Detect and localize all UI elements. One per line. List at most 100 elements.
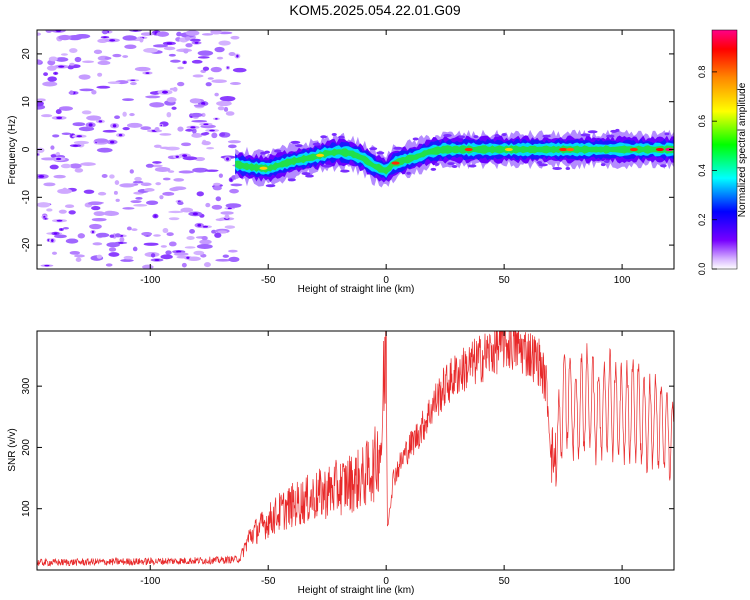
noise-blob-core [161, 90, 169, 94]
noise-blob [53, 174, 66, 179]
noise-blob [123, 255, 134, 260]
spectrogram-x-ticks: -100 -50 0 50 100 [140, 30, 631, 286]
colorbar-frame [711, 29, 738, 270]
noise-blob [171, 106, 177, 110]
trace-edge-speck [587, 130, 598, 134]
noise-blob-core [88, 123, 93, 127]
trace-edge-speck [552, 166, 563, 170]
noise-blob [168, 217, 180, 221]
noise-blob [130, 200, 142, 203]
noise-blob-core [53, 232, 58, 235]
trace-edge-speck [443, 133, 452, 137]
noise-blob-core [202, 225, 208, 228]
noise-blob [159, 133, 172, 136]
noise-blob [191, 120, 208, 123]
noise-blob-core [154, 259, 160, 261]
noise-blob [162, 228, 169, 234]
trace-edge-speck [430, 167, 437, 171]
noise-blob-core [183, 61, 186, 64]
trace-edge-speck [305, 174, 314, 178]
noise-blob [141, 231, 153, 236]
noise-blob [205, 82, 212, 87]
noise-blob [205, 202, 211, 208]
noise-blob [124, 44, 137, 49]
noise-blob [122, 98, 135, 101]
noise-blob [217, 106, 225, 111]
noise-blob [69, 62, 75, 66]
noise-blob [43, 182, 56, 187]
noise-blob [166, 232, 174, 237]
noise-blob [228, 144, 237, 149]
noise-blob [37, 202, 51, 208]
noise-blob-core [50, 238, 54, 243]
noise-blob [58, 34, 72, 41]
noise-blob-core [38, 174, 45, 178]
noise-blob [134, 176, 142, 182]
colorbar-tick-label: 0.2 [697, 213, 707, 226]
noise-blob [77, 233, 86, 239]
noise-blob [122, 111, 127, 117]
noise-blob [91, 90, 97, 95]
snr-x-tick-label: 100 [614, 576, 631, 587]
noise-blob [37, 100, 44, 107]
noise-blob [212, 185, 222, 191]
noise-blob [192, 74, 204, 78]
noise-blob [219, 132, 226, 137]
noise-blob [177, 81, 185, 87]
colorbar-gradient [712, 30, 737, 269]
noise-blob [69, 250, 81, 255]
noise-blob [81, 110, 92, 115]
noise-blob [214, 232, 222, 238]
noise-blob [108, 252, 120, 257]
noise-blob [62, 187, 68, 193]
noise-blob [166, 112, 172, 118]
trace-edge-speck [322, 164, 333, 168]
spectrogram-x-tick-label: 0 [383, 275, 389, 286]
noise-blob [68, 210, 76, 215]
noise-blob [143, 188, 155, 192]
noise-blob [189, 38, 201, 42]
trace-hot-spot [464, 147, 473, 152]
trace-edge-speck [301, 172, 311, 176]
noise-blob [104, 56, 112, 60]
noise-blob [232, 67, 247, 73]
noise-blob [122, 126, 130, 131]
trace-edge-speck [406, 171, 411, 175]
noise-blob [218, 173, 223, 178]
noise-blob [51, 251, 58, 255]
trace-edge-speck [603, 159, 610, 163]
trace-hot-spot [559, 147, 568, 152]
snr-y-tick-label: 200 [21, 439, 32, 456]
noise-blob [140, 182, 152, 187]
trace-edge-speck [536, 161, 543, 165]
noise-blob [102, 30, 108, 35]
trace-edge-speck [565, 166, 571, 170]
spectrogram-y-tick-label: 20 [21, 48, 32, 60]
noise-blob-core [197, 223, 202, 227]
noise-blob [140, 126, 152, 131]
noise-blob-core [194, 41, 199, 44]
noise-blob [132, 246, 138, 252]
colorbar: 0.0 0.2 0.4 0.6 0.8 Normalized spectral ampl… [697, 29, 748, 275]
noise-blob [162, 177, 171, 181]
noise-blob [210, 30, 222, 35]
noise-blob [49, 164, 59, 170]
noise-blob [193, 250, 205, 256]
trace-edge-speck [312, 142, 321, 146]
snr-x-tick-label: 0 [383, 576, 389, 587]
noise-blob [196, 244, 213, 250]
noise-blob [43, 72, 48, 77]
noise-blob [65, 238, 79, 244]
noise-blob [89, 223, 102, 230]
noise-blob [169, 187, 180, 192]
trace-edge-speck [273, 149, 282, 153]
noise-blob [173, 178, 185, 182]
noise-blob [67, 35, 83, 41]
noise-blob [78, 126, 95, 132]
spectrogram-x-tick-label: -100 [140, 275, 160, 286]
snr-x-axis-label: Height of straight line (km) [298, 585, 415, 596]
noise-blob [191, 59, 203, 64]
noise-blob [189, 229, 195, 234]
